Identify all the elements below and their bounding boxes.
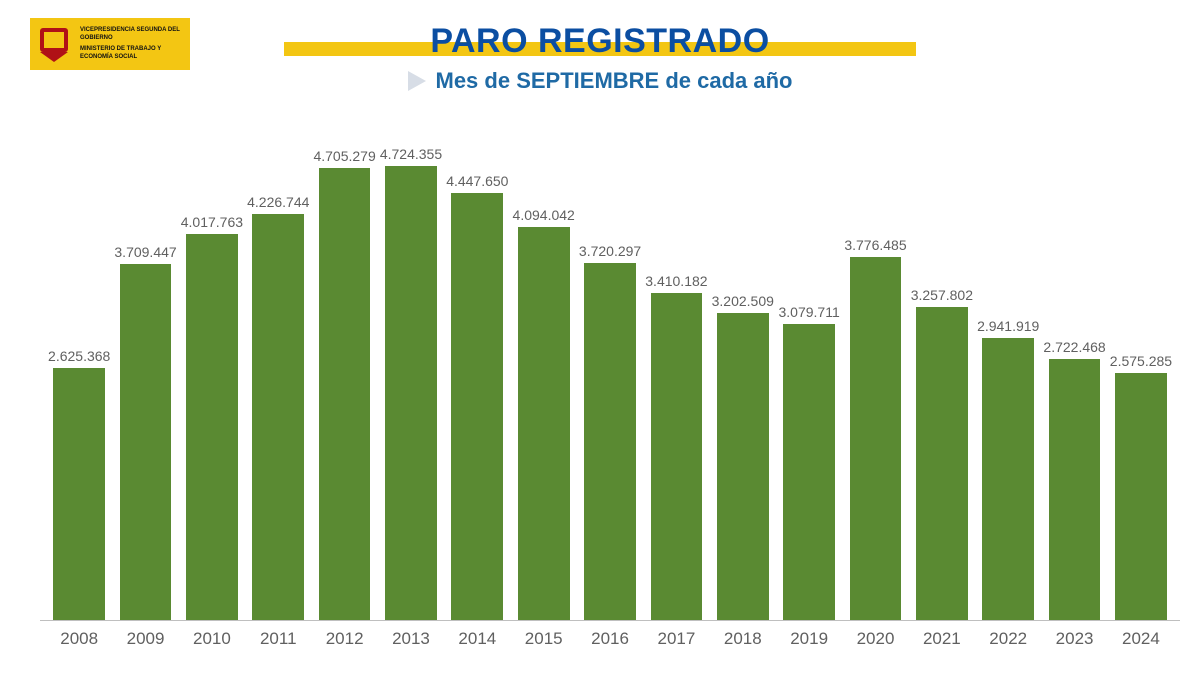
bar-slot: 2.575.285	[1108, 140, 1174, 620]
x-axis-label: 2011	[245, 621, 311, 655]
bar	[518, 227, 570, 620]
bar-value-label: 2.722.468	[1043, 339, 1105, 355]
chart-subtitle-text: Mes de SEPTIEMBRE de cada año	[436, 68, 793, 94]
bar-slot: 4.724.355	[378, 140, 444, 620]
x-axis-label: 2018	[710, 621, 776, 655]
bar-value-label: 2.575.285	[1110, 353, 1172, 369]
bar	[982, 338, 1034, 620]
x-axis-label: 2016	[577, 621, 643, 655]
bar-value-label: 2.625.368	[48, 348, 110, 364]
plot-area: 2.625.368 3.709.447 4.017.7634.226.744 4.70…	[40, 140, 1180, 621]
bar-value-label: 3.202.509	[712, 293, 774, 309]
x-axis-label: 2021	[909, 621, 975, 655]
page: VICEPRESIDENCIA SEGUNDA DEL GOBIERNO MIN…	[0, 0, 1200, 675]
bar-slot: 3.709.447	[112, 140, 178, 620]
chart-title-text: PARO REGISTRADO	[430, 22, 769, 60]
bar	[319, 168, 371, 620]
bar-value-label: 4.705.279	[313, 148, 375, 164]
bar	[451, 193, 503, 620]
x-axis-label: 2023	[1041, 621, 1107, 655]
chevron-right-icon	[408, 71, 426, 91]
bar-value-label: 4.017.763	[181, 214, 243, 230]
x-axis-label: 2012	[311, 621, 377, 655]
bar	[916, 307, 968, 620]
x-axis-label: 2024	[1108, 621, 1174, 655]
x-axis-labels: 2008200920102011201220132014201520162017…	[40, 621, 1180, 655]
bar-chart: 2.625.368 3.709.447 4.017.7634.226.744 4.70…	[40, 140, 1180, 655]
bar-slot: 2.625.368	[46, 140, 112, 620]
bar-slot: 3.257.802	[909, 140, 975, 620]
title-wrap: PARO REGISTRADO	[0, 22, 1200, 61]
bar-value-label: 3.257.802	[911, 287, 973, 303]
bar	[252, 214, 304, 620]
bar-value-label: 2.941.919	[977, 318, 1039, 334]
bar-value-label: 4.226.744	[247, 194, 309, 210]
x-axis-label: 2013	[378, 621, 444, 655]
x-axis-label: 2009	[112, 621, 178, 655]
x-axis-label: 2020	[842, 621, 908, 655]
bar-slot: 4.447.650	[444, 140, 510, 620]
x-axis-label: 2017	[643, 621, 709, 655]
x-axis-label: 2022	[975, 621, 1041, 655]
bar-value-label: 3.410.182	[645, 273, 707, 289]
bar	[717, 313, 769, 620]
x-axis-label: 2015	[511, 621, 577, 655]
bar-value-label: 3.776.485	[844, 237, 906, 253]
bar-value-label: 4.447.650	[446, 173, 508, 189]
bar	[1115, 373, 1167, 620]
bar-slot: 4.017.763	[179, 140, 245, 620]
bar-slot: 3.202.509	[710, 140, 776, 620]
bar-slot: 3.776.485	[842, 140, 908, 620]
bar	[783, 324, 835, 620]
bar	[1049, 359, 1101, 620]
bar-slot: 2.722.468	[1041, 140, 1107, 620]
x-axis-label: 2014	[444, 621, 510, 655]
bar-value-label: 3.709.447	[114, 244, 176, 260]
bar	[120, 264, 172, 620]
x-axis-label: 2008	[46, 621, 112, 655]
bar	[53, 368, 105, 620]
bar	[651, 293, 703, 620]
x-axis-label: 2010	[179, 621, 245, 655]
bar-slot: 4.226.744	[245, 140, 311, 620]
x-axis-label: 2019	[776, 621, 842, 655]
chart-title: PARO REGISTRADO	[424, 22, 775, 61]
subtitle-wrap: Mes de SEPTIEMBRE de cada año	[0, 68, 1200, 96]
bar	[186, 234, 238, 620]
chart-subtitle: Mes de SEPTIEMBRE de cada año	[408, 68, 793, 94]
bar-value-label: 3.079.711	[779, 304, 840, 320]
bar-slot: 3.079.711	[776, 140, 842, 620]
bar-value-label: 3.720.297	[579, 243, 641, 259]
bar-slot: 4.094.042	[511, 140, 577, 620]
bar	[584, 263, 636, 620]
bar-slot: 4.705.279	[311, 140, 377, 620]
bar-value-label: 4.724.355	[380, 146, 442, 162]
bar-slot: 3.720.297	[577, 140, 643, 620]
bar-slot: 2.941.919	[975, 140, 1041, 620]
bars-container: 2.625.368 3.709.447 4.017.7634.226.744 4.70…	[40, 140, 1180, 620]
bar-value-label: 4.094.042	[513, 207, 575, 223]
bar-slot: 3.410.182	[643, 140, 709, 620]
bar	[385, 166, 437, 620]
bar	[850, 257, 902, 620]
